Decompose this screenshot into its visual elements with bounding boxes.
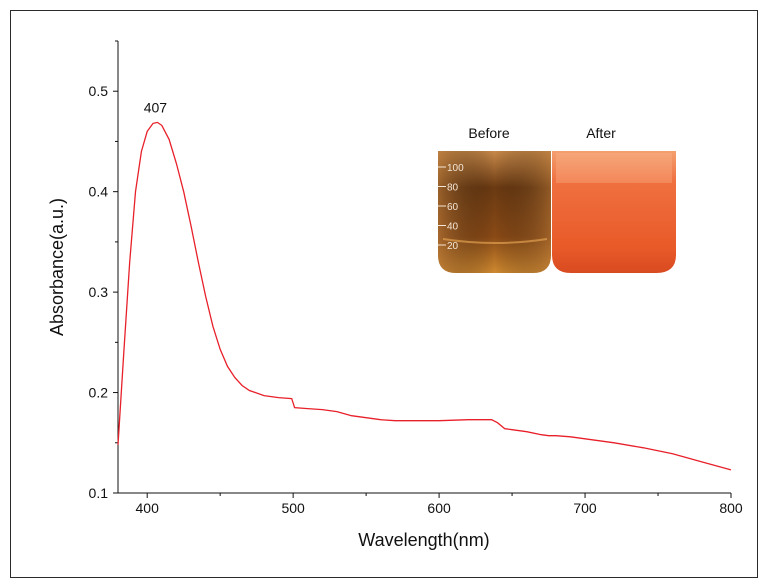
after-label: After <box>586 125 616 141</box>
absorbance-chart: 0.1 0.2 0.3 0.4 0.5 400 500 600 700 800 Waveleng… <box>47 40 743 550</box>
y-tick-label: 0.3 <box>89 284 109 300</box>
peak-label: 407 <box>144 99 168 115</box>
x-tick-label: 800 <box>719 500 743 516</box>
inset-photo: Before After 100 80 60 40 20 <box>438 125 676 273</box>
before-beaker: 100 80 60 40 20 <box>438 151 551 273</box>
y-tick-label: 0.4 <box>89 184 109 200</box>
absorbance-curve <box>117 121 732 471</box>
y-tick-label: 0.1 <box>89 485 109 501</box>
y-tick-label: 0.5 <box>89 83 109 99</box>
x-tick-label: 600 <box>427 500 451 516</box>
x-tick-label: 400 <box>136 500 160 516</box>
x-ticks <box>146 493 732 498</box>
x-tick-label: 500 <box>281 500 305 516</box>
y-axis-title: Absorbance(a.u.) <box>47 198 67 336</box>
y-ticks <box>113 40 118 494</box>
before-label: Before <box>468 125 509 141</box>
x-tick-label: 700 <box>573 500 597 516</box>
y-tick-labels: 0.1 0.2 0.3 0.4 0.5 <box>89 83 109 501</box>
beaker-mark-label: 100 <box>447 163 464 174</box>
y-tick-label: 0.2 <box>89 385 109 401</box>
x-axis-title: Wavelength(nm) <box>358 530 489 550</box>
beaker-mark-label: 40 <box>447 222 459 233</box>
beaker-mark-label: 80 <box>447 183 459 194</box>
x-tick-labels: 400 500 600 700 800 <box>136 500 743 516</box>
beaker-mark-label: 60 <box>447 202 459 213</box>
after-beaker <box>552 151 676 273</box>
beaker-mark-label: 20 <box>447 241 459 252</box>
figure-frame: 0.1 0.2 0.3 0.4 0.5 400 500 600 700 800 Waveleng… <box>10 10 758 578</box>
